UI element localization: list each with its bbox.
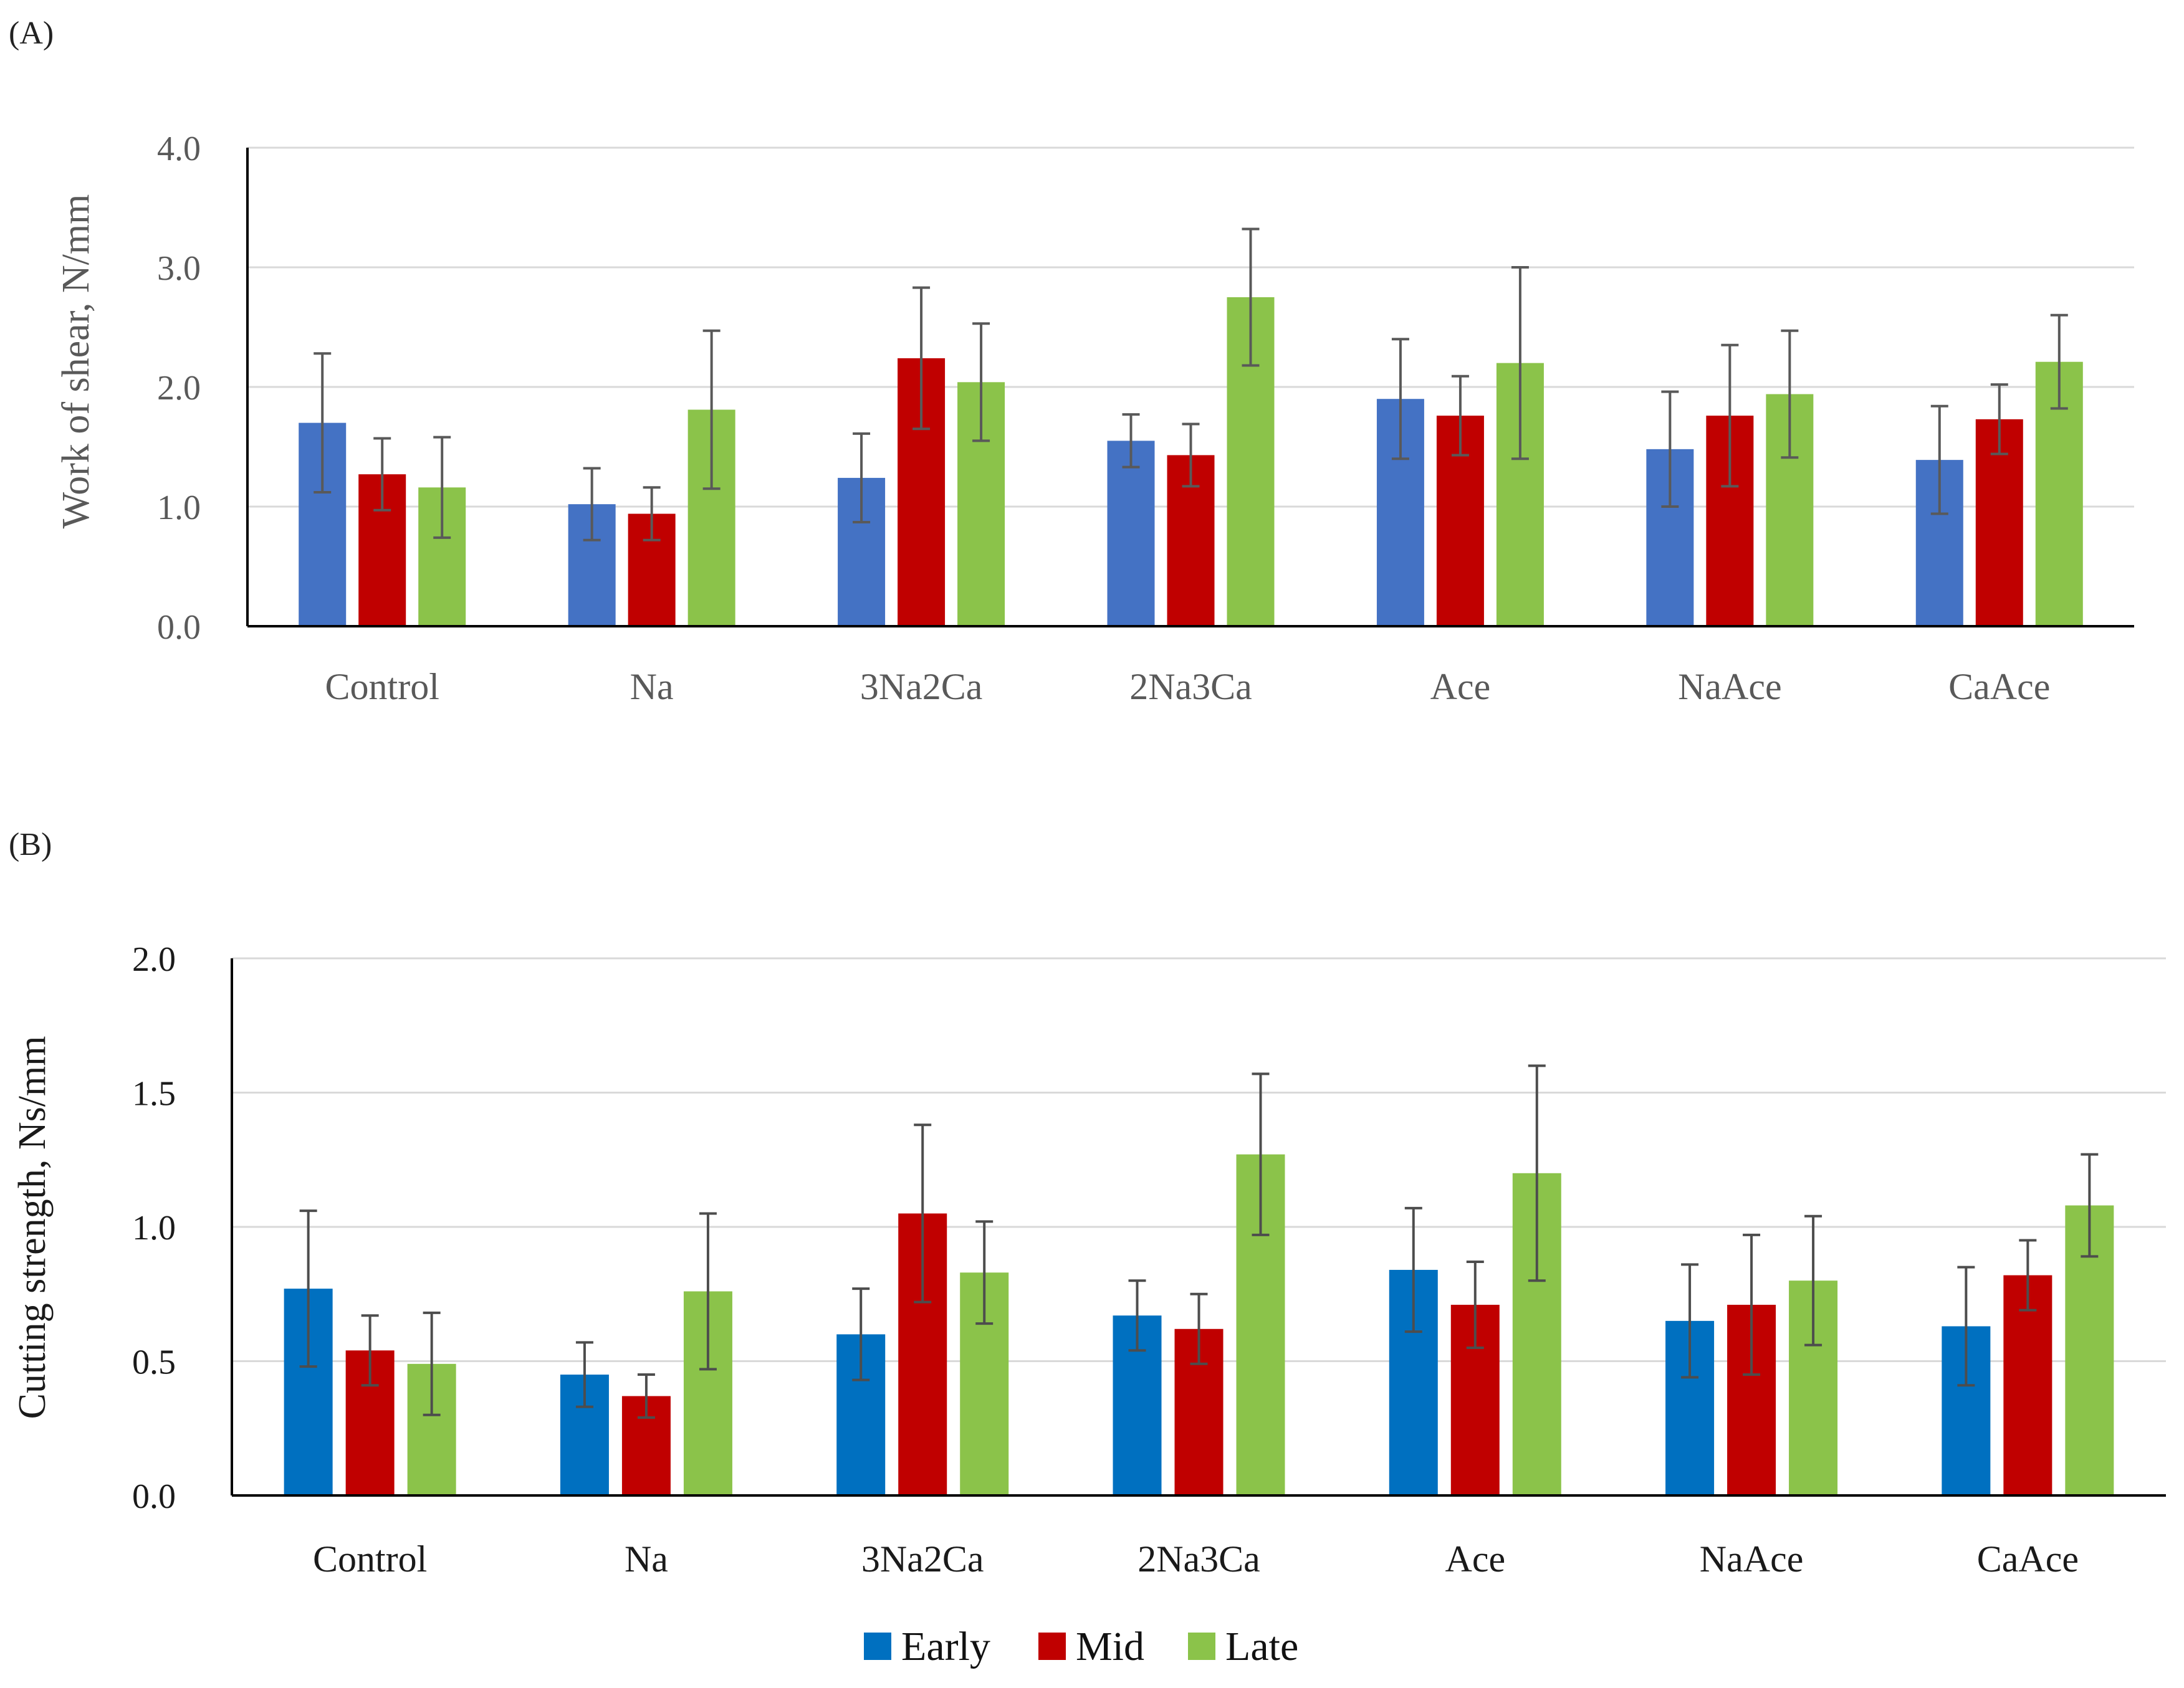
panel-a-y-axis-title: Work of shear, N/mm [55, 194, 97, 529]
legend-swatch-late [1188, 1633, 1215, 1660]
x-category-label: Ace [1430, 666, 1491, 707]
x-category-label: Control [313, 1538, 427, 1580]
y-tick-label: 4.0 [157, 130, 201, 168]
panel-a-category-labels: Control Na 3Na2Ca 2Na3Ca Ace NaAce CaAce [325, 666, 2051, 707]
legend-label-mid: Mid [1076, 1624, 1144, 1669]
legend-label-early: Early [901, 1624, 990, 1669]
panel-a-axes [246, 148, 2134, 627]
x-category-label: 2Na3Ca [1138, 1538, 1260, 1580]
y-tick-label: 0.5 [132, 1343, 176, 1382]
panel-b-axes [231, 958, 2166, 1497]
y-tick-label: 0.0 [132, 1477, 176, 1516]
panel-b-bars [284, 1154, 2114, 1495]
x-category-label: Na [630, 666, 674, 707]
x-category-label: Control [325, 666, 439, 707]
legend: Early Mid Late [864, 1624, 1298, 1669]
panel-b-label: (B) [9, 827, 52, 862]
panel-a-work-of-shear: (A) 0.0 1.0 2.0 3.0 4.0 Control Na 3Na2Ca 2Na3C… [9, 16, 2134, 707]
panel-b-category-labels: Control Na 3Na2Ca 2Na3Ca Ace NaAce CaAce [313, 1538, 2079, 1580]
panel-a-y-tick-labels: 0.0 1.0 2.0 3.0 4.0 [157, 130, 201, 647]
bar-mid [2003, 1275, 2052, 1495]
y-tick-label: 0.0 [157, 608, 201, 647]
y-tick-label: 1.5 [132, 1075, 176, 1113]
x-category-label: Ace [1445, 1538, 1505, 1580]
y-tick-label: 3.0 [157, 249, 201, 288]
x-category-label: 3Na2Ca [860, 666, 983, 707]
bar-early [1107, 441, 1155, 626]
legend-swatch-mid [1038, 1633, 1066, 1660]
x-category-label: CaAce [1977, 1538, 2079, 1580]
panel-b-cutting-strength: (B) 0.0 0.5 1.0 1.5 2.0 Control Na 3Na2Ca 2Na3C… [9, 827, 2166, 1580]
legend-swatch-early [864, 1633, 891, 1660]
x-category-label: NaAce [1678, 666, 1782, 707]
x-category-label: Na [625, 1538, 668, 1580]
y-tick-label: 1.0 [132, 1209, 176, 1247]
y-tick-label: 2.0 [157, 369, 201, 408]
x-category-label: NaAce [1700, 1538, 1804, 1580]
x-category-label: 3Na2Ca [861, 1538, 984, 1580]
y-tick-label: 2.0 [132, 940, 176, 979]
y-tick-label: 1.0 [157, 489, 201, 527]
panel-a-error-bars [314, 227, 2068, 541]
panel-b-y-axis-title: Cutting strength, Ns/mm [11, 1036, 54, 1419]
panel-b-y-tick-labels: 0.0 0.5 1.0 1.5 2.0 [132, 940, 176, 1516]
x-category-label: CaAce [1948, 666, 2050, 707]
legend-label-late: Late [1225, 1624, 1298, 1669]
panel-a-label: (A) [9, 16, 54, 51]
x-category-label: 2Na3Ca [1129, 666, 1252, 707]
panel-b-error-bars [299, 1064, 2099, 1419]
